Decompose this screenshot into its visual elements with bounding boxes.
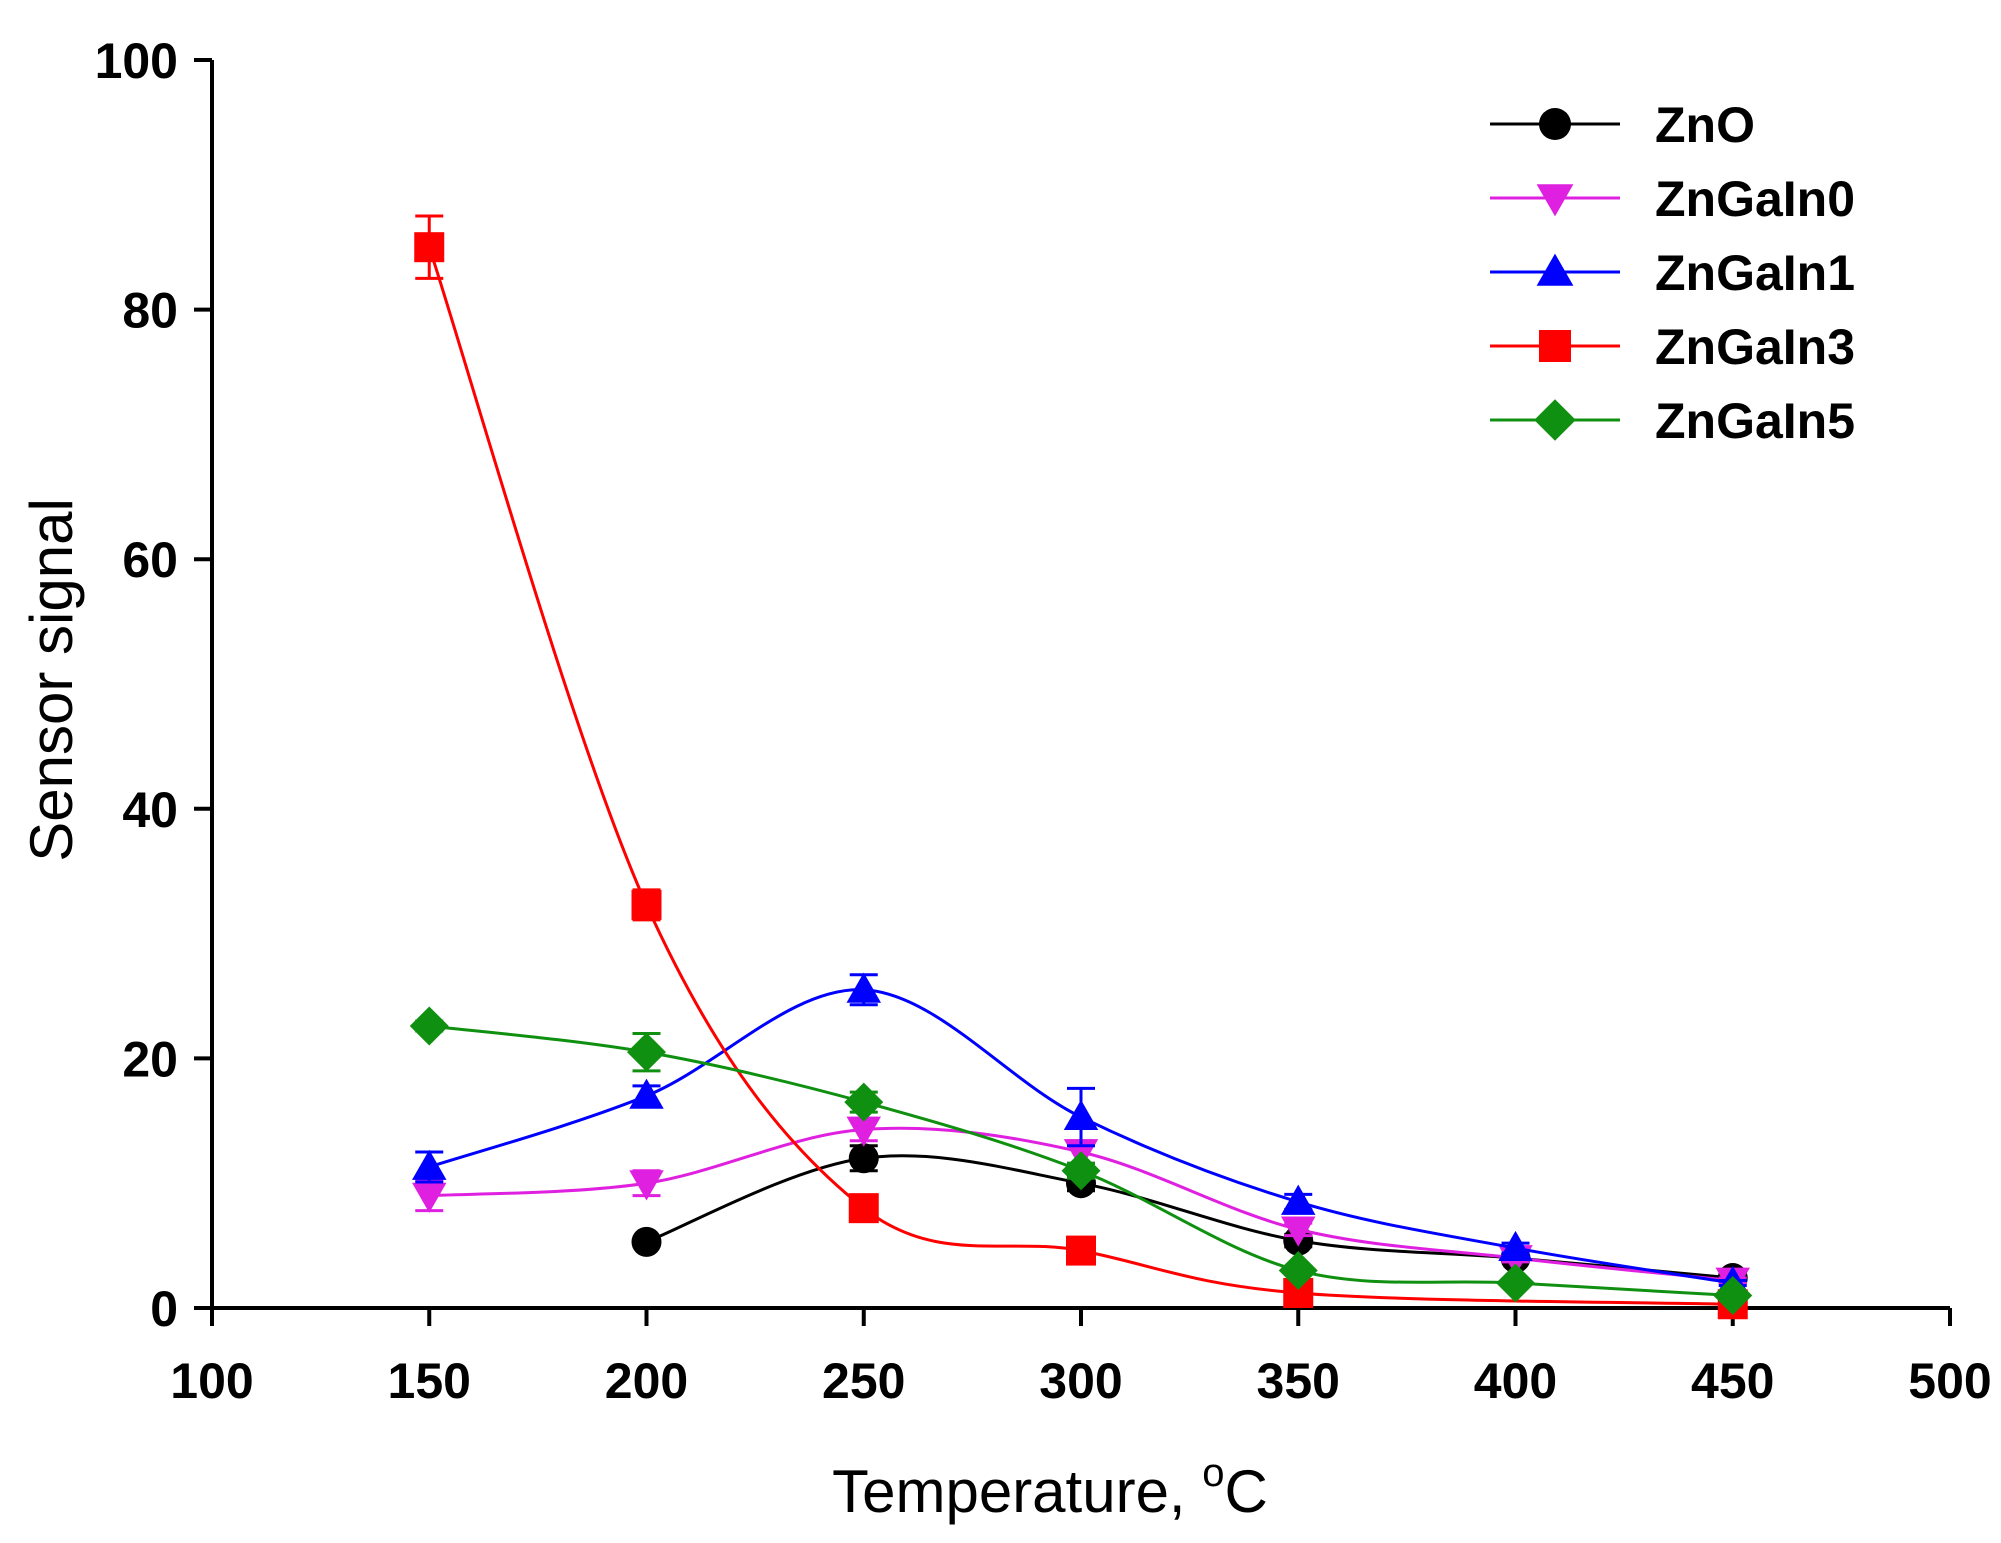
data-point bbox=[409, 1006, 449, 1046]
data-point bbox=[1063, 1099, 1099, 1130]
legend-label: ZnGaIn5 bbox=[1655, 393, 1855, 449]
data-point bbox=[846, 972, 881, 1003]
data-point bbox=[846, 1116, 881, 1147]
data-point bbox=[627, 1032, 666, 1072]
legend-item-zngain1: ZnGaIn1 bbox=[1490, 245, 1855, 301]
x-axis-title-unit: C bbox=[1225, 1458, 1268, 1525]
data-point bbox=[844, 1082, 884, 1122]
legend-item-zngain0: ZnGaIn0 bbox=[1490, 171, 1855, 227]
y-tick-label: 60 bbox=[122, 532, 178, 588]
data-point bbox=[1496, 1263, 1535, 1303]
legend-marker bbox=[1536, 253, 1574, 286]
series-layer bbox=[409, 214, 1753, 1320]
axes-layer: 0 20 40 60 80 100 100 150 200 250 300 350 400 450 500 bbox=[95, 33, 1992, 1409]
legend-marker bbox=[1534, 399, 1576, 441]
y-tick-label: 100 bbox=[95, 33, 178, 89]
legend-marker bbox=[1539, 330, 1571, 362]
data-point bbox=[629, 1170, 664, 1201]
x-tick-label: 450 bbox=[1691, 1353, 1774, 1409]
legend-marker bbox=[1539, 108, 1571, 140]
data-point bbox=[412, 1182, 447, 1213]
data-point bbox=[1061, 1151, 1101, 1191]
data-point bbox=[631, 1226, 662, 1257]
x-tick-label: 100 bbox=[170, 1353, 253, 1409]
x-axis-title-text: Temperature, bbox=[832, 1458, 1202, 1525]
series-line bbox=[427, 246, 1733, 1306]
x-axis-title-degree: o bbox=[1202, 1451, 1224, 1495]
data-point bbox=[1498, 1230, 1533, 1262]
y-tick-label: 20 bbox=[122, 1031, 178, 1087]
data-point bbox=[629, 1078, 664, 1109]
x-axis-title: Temperature, oC bbox=[832, 1451, 1268, 1525]
series-zngain3 bbox=[414, 214, 1748, 1320]
legend-label: ZnO bbox=[1655, 97, 1755, 153]
data-point bbox=[1278, 1251, 1318, 1291]
legend: ZnO ZnGaIn0 ZnGaIn1 ZnGaIn3 ZnGaIn5 bbox=[1490, 97, 1855, 449]
y-tick-label: 0 bbox=[150, 1281, 178, 1337]
legend-label: ZnGaIn3 bbox=[1655, 319, 1855, 375]
data-point bbox=[1281, 1184, 1316, 1215]
data-point bbox=[414, 232, 445, 263]
series-zngain1 bbox=[412, 972, 1750, 1296]
legend-item-zngain3: ZnGaIn3 bbox=[1490, 319, 1855, 375]
data-point bbox=[1713, 1276, 1753, 1316]
data-point bbox=[848, 1143, 879, 1174]
y-tick-label: 40 bbox=[122, 782, 178, 838]
x-tick-label: 150 bbox=[388, 1353, 471, 1409]
legend-item-zno: ZnO bbox=[1490, 97, 1755, 153]
data-point bbox=[848, 1193, 879, 1224]
x-tick-label: 500 bbox=[1908, 1353, 1991, 1409]
y-tick-label: 80 bbox=[122, 283, 178, 339]
legend-marker bbox=[1536, 184, 1574, 217]
legend-label: ZnGaIn1 bbox=[1655, 245, 1855, 301]
data-point bbox=[631, 889, 662, 920]
x-tick-label: 250 bbox=[822, 1353, 905, 1409]
x-tick-label: 350 bbox=[1257, 1353, 1340, 1409]
legend-item-zngain5: ZnGaIn5 bbox=[1490, 393, 1855, 449]
data-point bbox=[1281, 1216, 1316, 1247]
data-point bbox=[412, 1149, 447, 1180]
x-tick-label: 200 bbox=[605, 1353, 688, 1409]
y-axis-title: Sensor signal bbox=[18, 498, 85, 862]
x-tick-label: 300 bbox=[1039, 1353, 1122, 1409]
x-tick-label: 400 bbox=[1474, 1353, 1557, 1409]
legend-label: ZnGaIn0 bbox=[1655, 171, 1855, 227]
data-point bbox=[1066, 1235, 1096, 1266]
series-zngain5 bbox=[409, 1006, 1753, 1316]
